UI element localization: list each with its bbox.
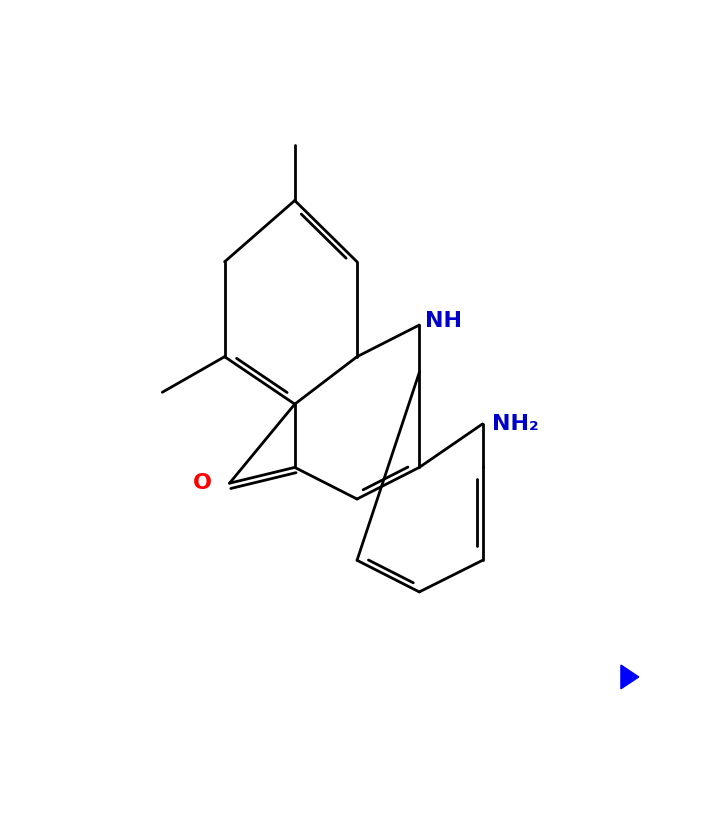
Text: NH₂: NH₂ bbox=[493, 414, 539, 434]
Text: O: O bbox=[193, 473, 211, 493]
Polygon shape bbox=[621, 665, 638, 689]
Text: NH: NH bbox=[425, 311, 462, 331]
